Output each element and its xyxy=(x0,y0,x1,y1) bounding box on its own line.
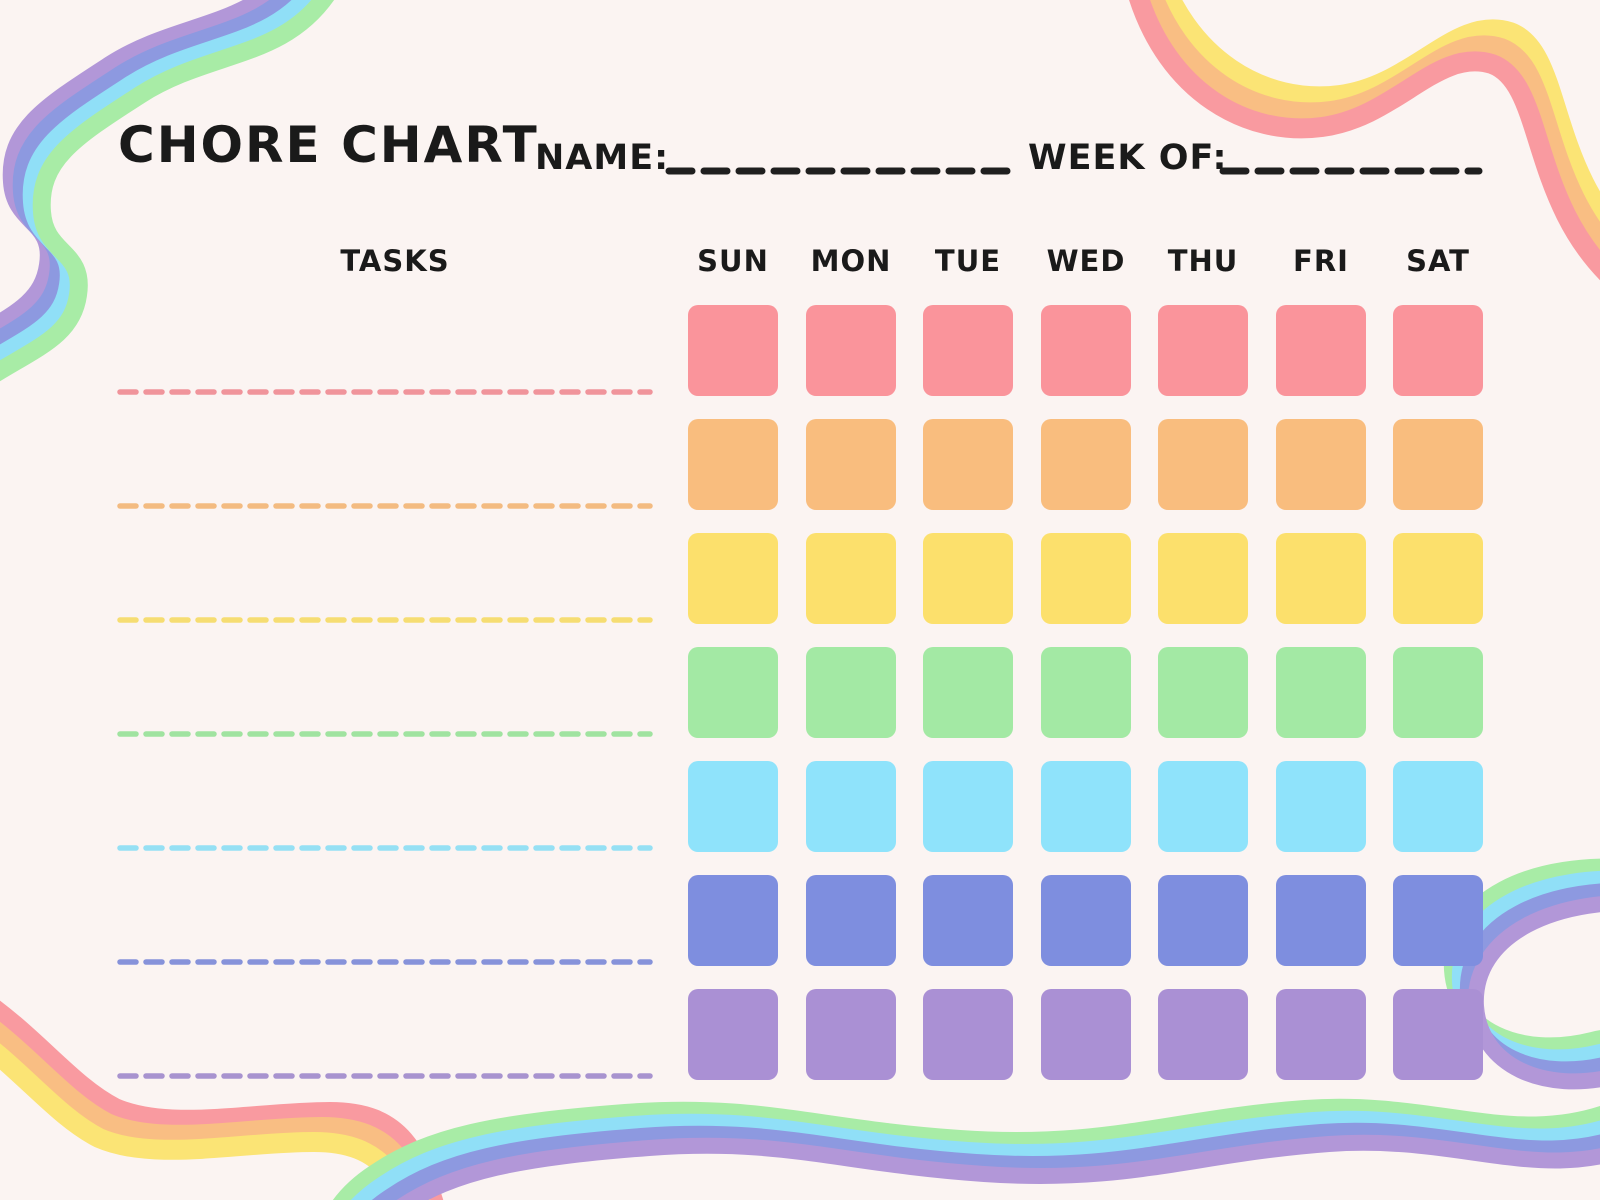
chore-cell-green-sat[interactable] xyxy=(1393,647,1483,738)
rainbow-ribbon-top-left-band xyxy=(0,0,276,334)
week-of-label: WEEK OF: xyxy=(1028,138,1228,178)
chore-cell-purple-sat[interactable] xyxy=(1393,989,1483,1080)
chore-cell-periwinkle-fri[interactable] xyxy=(1276,875,1366,966)
day-header-fri: FRI xyxy=(1293,244,1349,278)
task-input-line-orange[interactable] xyxy=(115,500,655,512)
task-input-line-pink[interactable] xyxy=(115,386,655,398)
name-label: NAME: xyxy=(535,138,670,178)
task-input-line-cyan[interactable] xyxy=(115,842,655,854)
chore-cell-yellow-tue[interactable] xyxy=(923,533,1013,624)
chore-cell-green-fri[interactable] xyxy=(1276,647,1366,738)
chore-cell-orange-thu[interactable] xyxy=(1158,419,1248,510)
chore-cell-yellow-wed[interactable] xyxy=(1041,533,1131,624)
task-input-line-periwinkle[interactable] xyxy=(115,956,655,968)
chore-cell-purple-thu[interactable] xyxy=(1158,989,1248,1080)
task-input-line-green[interactable] xyxy=(115,728,655,740)
chore-cell-orange-mon[interactable] xyxy=(806,419,896,510)
chore-cell-yellow-fri[interactable] xyxy=(1276,533,1366,624)
chore-cell-yellow-sat[interactable] xyxy=(1393,533,1483,624)
rainbow-ribbon-bottom-right-band xyxy=(396,896,1600,1200)
page-title: CHORE CHART xyxy=(118,116,539,174)
chore-cell-green-thu[interactable] xyxy=(1158,647,1248,738)
rainbow-ribbon-top-left-band xyxy=(0,0,334,382)
chore-cell-yellow-thu[interactable] xyxy=(1158,533,1248,624)
rainbow-ribbon-top-right-band xyxy=(1129,0,1600,280)
chore-cell-cyan-fri[interactable] xyxy=(1276,761,1366,852)
chore-cell-green-wed[interactable] xyxy=(1041,647,1131,738)
chore-cell-orange-fri[interactable] xyxy=(1276,419,1366,510)
day-header-tue: TUE xyxy=(934,244,1002,278)
chore-cell-cyan-wed[interactable] xyxy=(1041,761,1131,852)
chore-cell-purple-fri[interactable] xyxy=(1276,989,1366,1080)
chore-cell-green-tue[interactable] xyxy=(923,647,1013,738)
day-header-sun: SUN xyxy=(697,244,769,278)
chore-cell-periwinkle-mon[interactable] xyxy=(806,875,896,966)
chore-cell-orange-wed[interactable] xyxy=(1041,419,1131,510)
chore-cell-pink-sat[interactable] xyxy=(1393,305,1483,396)
week-of-input-line[interactable] xyxy=(1218,165,1484,177)
chore-cell-pink-sun[interactable] xyxy=(688,305,778,396)
chore-cell-cyan-thu[interactable] xyxy=(1158,761,1248,852)
chore-cell-periwinkle-tue[interactable] xyxy=(923,875,1013,966)
chore-cell-purple-tue[interactable] xyxy=(923,989,1013,1080)
chore-cell-cyan-sat[interactable] xyxy=(1393,761,1483,852)
chore-cell-cyan-mon[interactable] xyxy=(806,761,896,852)
chore-cell-periwinkle-sat[interactable] xyxy=(1393,875,1483,966)
tasks-column-header: TASKS xyxy=(340,244,450,278)
day-header-thu: THU xyxy=(1167,244,1239,278)
rainbow-ribbon-top-left-band xyxy=(0,0,298,350)
day-header-wed: WED xyxy=(1046,244,1126,278)
chore-cell-pink-fri[interactable] xyxy=(1276,305,1366,396)
chore-cell-cyan-sun[interactable] xyxy=(688,761,778,852)
day-header-sat: SAT xyxy=(1406,244,1470,278)
chore-cell-periwinkle-sun[interactable] xyxy=(688,875,778,966)
chore-cell-orange-sun[interactable] xyxy=(688,419,778,510)
chore-cell-green-sun[interactable] xyxy=(688,647,778,738)
task-input-line-purple[interactable] xyxy=(115,1070,655,1082)
chore-cell-orange-tue[interactable] xyxy=(923,419,1013,510)
chore-cell-cyan-tue[interactable] xyxy=(923,761,1013,852)
chore-cell-purple-wed[interactable] xyxy=(1041,989,1131,1080)
rainbow-ribbon-top-left-band xyxy=(0,0,317,366)
chore-cell-pink-mon[interactable] xyxy=(806,305,896,396)
chore-cell-pink-thu[interactable] xyxy=(1158,305,1248,396)
task-input-line-yellow[interactable] xyxy=(115,614,655,626)
day-header-mon: MON xyxy=(810,244,892,278)
chore-cell-pink-tue[interactable] xyxy=(923,305,1013,396)
chore-cell-periwinkle-wed[interactable] xyxy=(1041,875,1131,966)
chore-cell-yellow-sun[interactable] xyxy=(688,533,778,624)
name-input-line[interactable] xyxy=(664,165,1016,177)
rainbow-ribbon-bottom-left-band xyxy=(0,1000,444,1200)
chore-cell-pink-wed[interactable] xyxy=(1041,305,1131,396)
chore-cell-green-mon[interactable] xyxy=(806,647,896,738)
chore-cell-purple-sun[interactable] xyxy=(688,989,778,1080)
chore-cell-purple-mon[interactable] xyxy=(806,989,896,1080)
chore-cell-orange-sat[interactable] xyxy=(1393,419,1483,510)
chore-cell-yellow-mon[interactable] xyxy=(806,533,896,624)
chore-cell-periwinkle-thu[interactable] xyxy=(1158,875,1248,966)
